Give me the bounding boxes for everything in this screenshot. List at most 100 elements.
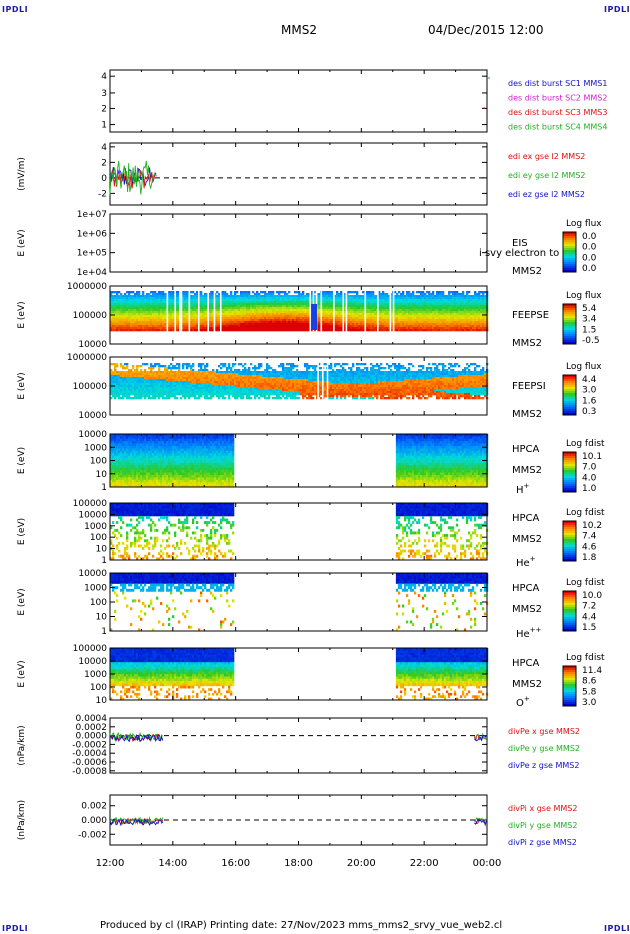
spectrogram-cell bbox=[236, 307, 239, 310]
y-tick-label: 4 bbox=[101, 143, 107, 153]
spectrogram-cell bbox=[158, 307, 161, 310]
spectrogram-cell bbox=[250, 377, 253, 380]
spectrogram-cell bbox=[206, 319, 209, 322]
panel-frame-edi bbox=[109, 142, 488, 206]
spectrogram-cell bbox=[244, 327, 247, 330]
spectrogram-cell bbox=[126, 387, 129, 390]
spectrogram-cell bbox=[464, 325, 467, 328]
spectrogram-cell bbox=[258, 295, 261, 298]
spectrogram-cell bbox=[482, 313, 485, 316]
spectrogram-cell bbox=[222, 311, 225, 314]
spectrogram-cell bbox=[358, 329, 361, 332]
spectrogram-cell bbox=[144, 295, 147, 298]
spectrogram-cell bbox=[414, 299, 417, 302]
spectrogram-cell bbox=[322, 315, 325, 318]
spectrogram-cell bbox=[222, 373, 225, 376]
spectrogram-cell bbox=[194, 375, 197, 378]
spectrogram-cell bbox=[162, 379, 165, 382]
spectrogram-cell bbox=[156, 373, 159, 376]
spectrogram-cell bbox=[134, 307, 137, 310]
spectrogram-cell bbox=[138, 391, 141, 394]
spectrogram-cell bbox=[484, 291, 487, 294]
spectrogram-cell bbox=[236, 303, 239, 306]
spectrogram-cell bbox=[202, 311, 205, 314]
spectrogram-cell bbox=[382, 327, 385, 330]
spectrogram-cell bbox=[216, 393, 219, 396]
spectrogram-cell bbox=[368, 303, 371, 306]
spectrogram-cell bbox=[242, 389, 245, 392]
spectrogram-cell bbox=[112, 301, 115, 304]
spectrogram-cell bbox=[238, 377, 241, 380]
spectrogram-cell bbox=[116, 321, 119, 324]
spectrogram-cell bbox=[216, 381, 219, 384]
spectrogram-cell bbox=[146, 317, 149, 320]
spectrogram-cell bbox=[468, 315, 471, 318]
spectrogram-cell bbox=[208, 311, 211, 314]
spectrogram-cell bbox=[146, 299, 149, 302]
spectrogram-cell bbox=[270, 307, 273, 310]
spectrogram-cell bbox=[242, 309, 245, 312]
spectrogram-cell bbox=[116, 383, 119, 386]
spectrogram-cell bbox=[160, 391, 163, 394]
spectrogram-cell bbox=[286, 305, 289, 308]
spectrogram-cell bbox=[134, 303, 137, 306]
spectrogram-cell bbox=[232, 319, 235, 322]
spectrogram-cell bbox=[238, 305, 241, 308]
spectrogram-cell bbox=[368, 301, 371, 304]
spectrogram-cell bbox=[214, 381, 217, 384]
spectrogram-cell bbox=[142, 295, 145, 298]
spectrogram-cell bbox=[224, 375, 227, 378]
spectrogram-cell bbox=[184, 291, 187, 294]
spectrogram-cell bbox=[124, 375, 127, 378]
spectrogram-cell bbox=[248, 297, 251, 300]
spectrogram-cell bbox=[370, 299, 373, 302]
spectrogram-cell bbox=[204, 295, 207, 298]
spectrogram-cell bbox=[296, 329, 299, 332]
spectrogram-cell bbox=[308, 315, 311, 318]
spectrogram-cell bbox=[414, 319, 417, 322]
spectrogram-cell bbox=[348, 323, 351, 326]
spectrogram-cell bbox=[330, 299, 333, 302]
spectrogram-cell bbox=[130, 329, 133, 332]
spectrogram-cell bbox=[276, 327, 279, 330]
spectrogram-cell bbox=[150, 377, 153, 380]
spectrogram-cell bbox=[386, 315, 389, 318]
legend-entry: des dist burst SC3 MMS3 bbox=[508, 108, 607, 117]
spectrogram-cell bbox=[456, 293, 459, 296]
spectrogram-cell bbox=[192, 323, 195, 326]
colorbar-cell bbox=[563, 330, 576, 333]
spectrogram-cell bbox=[378, 305, 381, 308]
spectrogram-cell bbox=[188, 393, 191, 396]
spectrogram-cell bbox=[168, 367, 171, 370]
spectrogram-cell bbox=[404, 329, 407, 332]
spectrogram-cell bbox=[222, 297, 225, 300]
spectrogram-cell bbox=[372, 307, 375, 310]
spectrogram-cell bbox=[344, 329, 347, 332]
spectrogram-cell bbox=[308, 319, 311, 322]
spectrogram-cell bbox=[296, 315, 299, 318]
spectrogram-cell bbox=[318, 321, 321, 324]
spectrogram-cell bbox=[160, 323, 163, 326]
spectrogram-cell bbox=[268, 297, 271, 300]
spectrogram-cell bbox=[132, 365, 135, 368]
spectrogram-cell bbox=[208, 325, 211, 328]
spectrogram-cell bbox=[300, 303, 303, 306]
spectrogram-cell bbox=[148, 321, 151, 324]
spectrogram-cell bbox=[118, 327, 121, 330]
spectrogram-cell bbox=[288, 305, 291, 308]
spectrogram-cell bbox=[374, 325, 377, 328]
spectrogram-cell bbox=[216, 311, 219, 314]
spectrogram-cell bbox=[452, 305, 455, 308]
spectrogram-cell bbox=[440, 291, 443, 294]
spectrogram-cell bbox=[240, 319, 243, 322]
spectrogram-cell bbox=[408, 311, 411, 314]
spectrogram-cell bbox=[212, 379, 215, 382]
spectrogram-cell bbox=[230, 379, 233, 382]
spectrogram-cell bbox=[304, 329, 307, 332]
spectrogram-cell bbox=[382, 295, 385, 298]
spectrogram-cell bbox=[372, 313, 375, 316]
spectrogram-cell bbox=[130, 327, 133, 330]
spectrogram-cell bbox=[428, 295, 431, 298]
spectrogram-cell bbox=[272, 299, 275, 302]
spectrogram-cell bbox=[270, 297, 273, 300]
